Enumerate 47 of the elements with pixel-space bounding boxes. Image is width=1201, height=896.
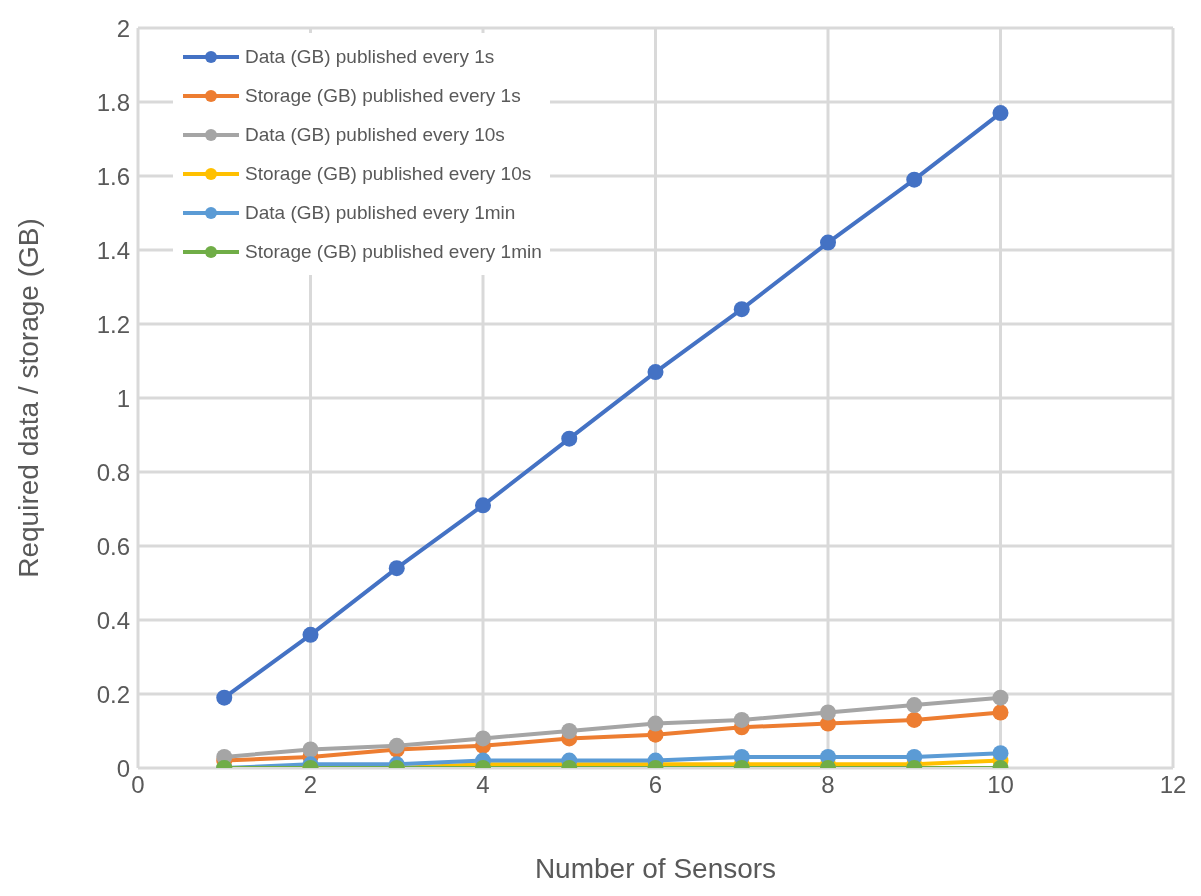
x-tick-label: 8 [821, 771, 835, 799]
point [992, 105, 1009, 122]
point [388, 560, 405, 577]
point [820, 234, 836, 251]
y-tick-label: 1.4 [96, 236, 130, 264]
y-tick-label: 1 [116, 384, 130, 412]
y-tick-label: 0.2 [96, 680, 130, 708]
point [733, 711, 750, 728]
legend-label: Storage (GB) published every 1min [245, 240, 542, 263]
point [388, 737, 405, 754]
point [906, 711, 923, 728]
legend-label: Data (GB) published every 10s [245, 123, 505, 146]
point [647, 364, 664, 381]
y-tick-label: 2 [116, 14, 130, 42]
y-tick-label: 0.6 [96, 532, 130, 560]
point [733, 301, 750, 318]
point [992, 745, 1009, 762]
legend-label: Data (GB) published every 1min [245, 201, 516, 224]
x-tick-label: 10 [987, 771, 1014, 799]
y-tick-label: 0.4 [96, 606, 130, 634]
y-tick-label: 0.8 [96, 458, 130, 486]
y-tick-label: 1.2 [96, 310, 130, 338]
point [906, 171, 923, 188]
x-tick-label: 4 [476, 771, 490, 799]
point [216, 689, 233, 706]
point [561, 723, 578, 739]
legend-label: Storage (GB) published every 1s [245, 84, 521, 107]
x-axis-title: Number of Sensors [534, 853, 777, 884]
point [561, 430, 578, 447]
x-tick-label: 6 [648, 771, 663, 799]
point [475, 730, 491, 747]
point [647, 715, 664, 732]
point [475, 497, 491, 514]
y-tick-label: 1.8 [96, 88, 130, 116]
point [992, 689, 1009, 706]
y-tick-label: 0 [116, 754, 130, 782]
point [302, 741, 319, 758]
point [906, 697, 923, 714]
point [302, 626, 319, 643]
x-tick-label: 12 [1159, 771, 1187, 799]
point [820, 704, 836, 721]
x-tick-label: 2 [303, 771, 318, 799]
legend-label: Storage (GB) published every 10s [245, 162, 532, 185]
legend-label: Data (GB) published every 1s [245, 45, 495, 68]
y-axis-title: Required data / storage (GB) [12, 218, 44, 578]
y-tick-label: 1.6 [96, 162, 130, 190]
point [992, 704, 1009, 721]
